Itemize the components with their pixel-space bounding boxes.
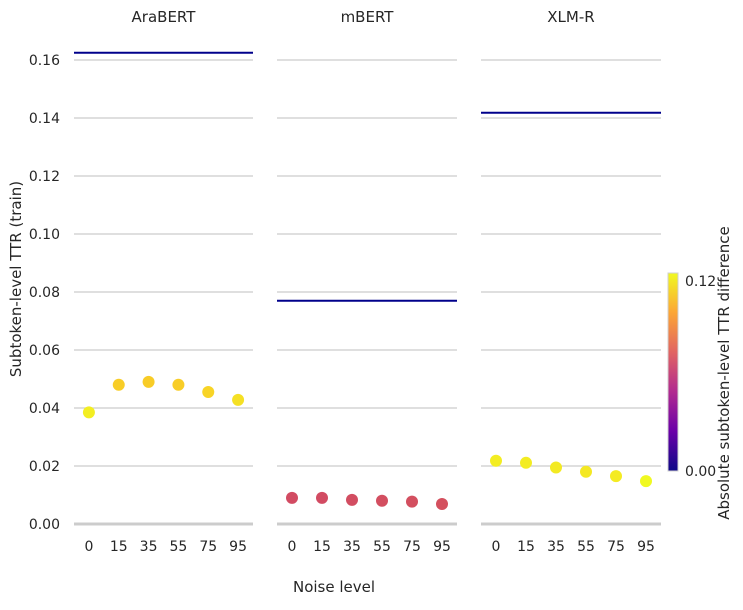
x-tick-label: 55 <box>577 539 595 555</box>
data-point <box>142 375 155 388</box>
y-tick-label: 0.12 <box>29 169 60 185</box>
x-tick-label: 55 <box>373 539 391 555</box>
x-tick-label: 35 <box>547 539 565 555</box>
y-tick-label: 0.16 <box>29 53 60 69</box>
y-axis-label: Subtoken-level TTR (train) <box>7 181 25 377</box>
x-tick-label: 35 <box>140 539 158 555</box>
data-point <box>346 493 358 506</box>
colorbar-tick-label: 0.12 <box>685 274 716 290</box>
x-axis-label: Noise level <box>293 578 375 596</box>
data-point <box>286 491 298 504</box>
x-tick-label: 15 <box>110 539 128 555</box>
x-tick-label: 35 <box>343 539 361 555</box>
x-tick-label: 0 <box>288 539 297 555</box>
x-tick-label: 0 <box>84 539 93 555</box>
x-tick-label: 75 <box>403 539 421 555</box>
data-point <box>316 491 328 504</box>
colorbar <box>667 272 679 472</box>
data-point <box>82 406 95 419</box>
x-tick-label: 0 <box>492 539 501 555</box>
colorbar-label: Absolute subtoken-level TTR difference <box>715 226 733 520</box>
y-tick-label: 0.10 <box>29 227 60 243</box>
data-point <box>550 461 562 474</box>
panel-title: XLM-R <box>547 8 594 26</box>
y-tick-label: 0.02 <box>29 459 60 475</box>
y-tick-label: 0.14 <box>29 111 60 127</box>
data-point <box>610 470 622 483</box>
data-point <box>172 378 185 391</box>
x-tick-label: 15 <box>313 539 331 555</box>
data-point <box>436 497 448 510</box>
y-tick-label: 0.00 <box>29 517 60 533</box>
data-point <box>520 456 532 469</box>
data-point <box>376 494 388 507</box>
x-tick-label: 95 <box>433 539 451 555</box>
data-point <box>640 475 652 488</box>
x-tick-label: 75 <box>607 539 625 555</box>
data-point <box>112 378 125 391</box>
data-point <box>406 495 418 508</box>
data-point <box>490 454 502 467</box>
x-tick-label: 55 <box>170 539 188 555</box>
x-tick-label: 95 <box>229 539 247 555</box>
data-point <box>580 465 592 478</box>
data-point <box>232 393 245 406</box>
data-point <box>202 386 215 399</box>
x-tick-label: 95 <box>637 539 655 555</box>
panel-title: mBERT <box>341 8 395 26</box>
colorbar-tick-label: 0.00 <box>685 464 716 480</box>
x-tick-label: 15 <box>517 539 535 555</box>
y-tick-label: 0.06 <box>29 343 60 359</box>
x-tick-label: 75 <box>199 539 217 555</box>
panel-title: AraBERT <box>132 8 197 26</box>
y-tick-label: 0.04 <box>29 401 60 417</box>
y-tick-label: 0.08 <box>29 285 60 301</box>
